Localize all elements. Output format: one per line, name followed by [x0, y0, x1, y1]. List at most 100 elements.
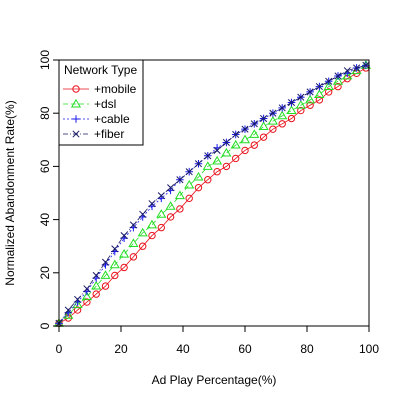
data-point [342, 70, 353, 80]
data-point [156, 209, 167, 218]
legend-entry: +cable [63, 112, 130, 126]
legend-entry: +dsl [63, 97, 116, 111]
legend-label: +fiber [94, 127, 124, 141]
data-point [287, 114, 296, 123]
data-point [63, 310, 74, 319]
data-point [297, 106, 305, 115]
legend-title: Network Type [64, 63, 137, 77]
y-axis-title: Normalized Abandonment Rate(%) [3, 100, 17, 285]
data-point [111, 271, 119, 280]
data-point [362, 61, 370, 69]
data-point [315, 96, 324, 104]
data-point [128, 238, 139, 247]
data-point [157, 223, 166, 232]
data-point [249, 129, 260, 138]
series-dsl [53, 60, 371, 327]
x-tick-label: 20 [114, 342, 128, 356]
data-point [213, 168, 221, 176]
data-point [148, 200, 156, 208]
x-tick-label: 40 [176, 342, 190, 356]
data-point [204, 176, 212, 184]
data-point [204, 152, 212, 160]
legend-marker-icon [72, 85, 80, 93]
x-axis-title: Ad Play Percentage(%) [152, 373, 277, 387]
data-point [111, 245, 119, 253]
data-point [176, 176, 184, 184]
data-point [222, 162, 231, 171]
data-point [92, 290, 100, 298]
data-point [232, 154, 240, 163]
data-point [157, 192, 165, 200]
data-point [269, 109, 277, 117]
data-point [202, 161, 213, 170]
data-point [129, 221, 137, 229]
data-point [269, 125, 277, 133]
data-point [83, 298, 91, 306]
data-point [193, 171, 204, 181]
data-point [260, 114, 268, 123]
x-tick-label: 60 [238, 342, 252, 356]
series-fiber [55, 61, 370, 327]
data-point [258, 121, 269, 130]
data-point [100, 270, 111, 279]
data-point [109, 259, 120, 269]
plot-area [53, 60, 371, 328]
data-point [174, 190, 185, 200]
x-tick-label: 80 [300, 342, 314, 356]
data-point [232, 130, 240, 139]
data-point [120, 263, 128, 272]
legend-marker-icon [72, 130, 80, 138]
data-point [306, 101, 314, 109]
y-tick-label: 100 [38, 50, 52, 70]
y-tick-label: 0 [38, 322, 52, 329]
data-point [146, 219, 158, 229]
series-mobile [55, 64, 370, 328]
axes: 0 20 40 60 80 100 0 20 40 60 80 100 [38, 50, 379, 356]
data-point [221, 147, 232, 157]
legend-entry: +mobile [63, 82, 137, 96]
data-point [185, 194, 193, 203]
data-point [101, 258, 110, 266]
data-point [213, 146, 221, 154]
y-tick-label: 60 [38, 159, 52, 173]
data-point [230, 139, 241, 149]
legend-label: +cable [94, 112, 130, 126]
legend: Network Type +mobile+dsl+cable+fiber [58, 59, 144, 146]
data-point [139, 242, 147, 250]
legend-marker-icon [70, 98, 82, 108]
series-line [58, 64, 367, 324]
data-point [194, 160, 203, 168]
data-point [278, 104, 286, 112]
series-line [58, 67, 367, 324]
data-point [73, 306, 82, 314]
data-point [137, 227, 148, 237]
legend-entry: +fiber [63, 127, 124, 141]
y-tick-label: 40 [38, 213, 52, 227]
legend-label: +dsl [94, 97, 116, 111]
data-point [277, 110, 288, 120]
data-point [74, 295, 82, 303]
data-point [323, 81, 334, 91]
data-point [83, 285, 91, 293]
data-point [259, 133, 268, 141]
data-point [239, 134, 251, 144]
data-point [119, 248, 130, 258]
data-point [267, 115, 278, 125]
data-point [91, 280, 102, 290]
data-point [241, 125, 249, 133]
x-tick-label: 0 [56, 342, 63, 356]
data-point [81, 291, 92, 301]
x-tick-label: 100 [359, 342, 379, 356]
data-point [139, 210, 147, 218]
data-point [343, 67, 351, 75]
series-line [58, 64, 367, 324]
data-point [129, 253, 138, 261]
data-point [166, 213, 175, 221]
data-point [101, 282, 110, 290]
data-point [185, 168, 193, 176]
data-point [278, 120, 286, 128]
data-point [332, 76, 344, 85]
data-point [250, 120, 258, 128]
data-point [92, 271, 100, 280]
